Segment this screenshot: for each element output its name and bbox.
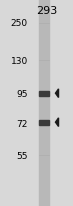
Text: 293: 293 (36, 6, 57, 16)
Text: 250: 250 (11, 19, 28, 28)
Bar (39, 0, 49, 206)
Bar (39, 120, 49, 125)
Text: 55: 55 (16, 151, 28, 160)
Text: 72: 72 (16, 119, 28, 128)
Bar (39, 91, 49, 96)
Polygon shape (55, 118, 59, 127)
Text: 95: 95 (16, 89, 28, 98)
Polygon shape (55, 89, 59, 98)
Text: 130: 130 (11, 56, 28, 65)
